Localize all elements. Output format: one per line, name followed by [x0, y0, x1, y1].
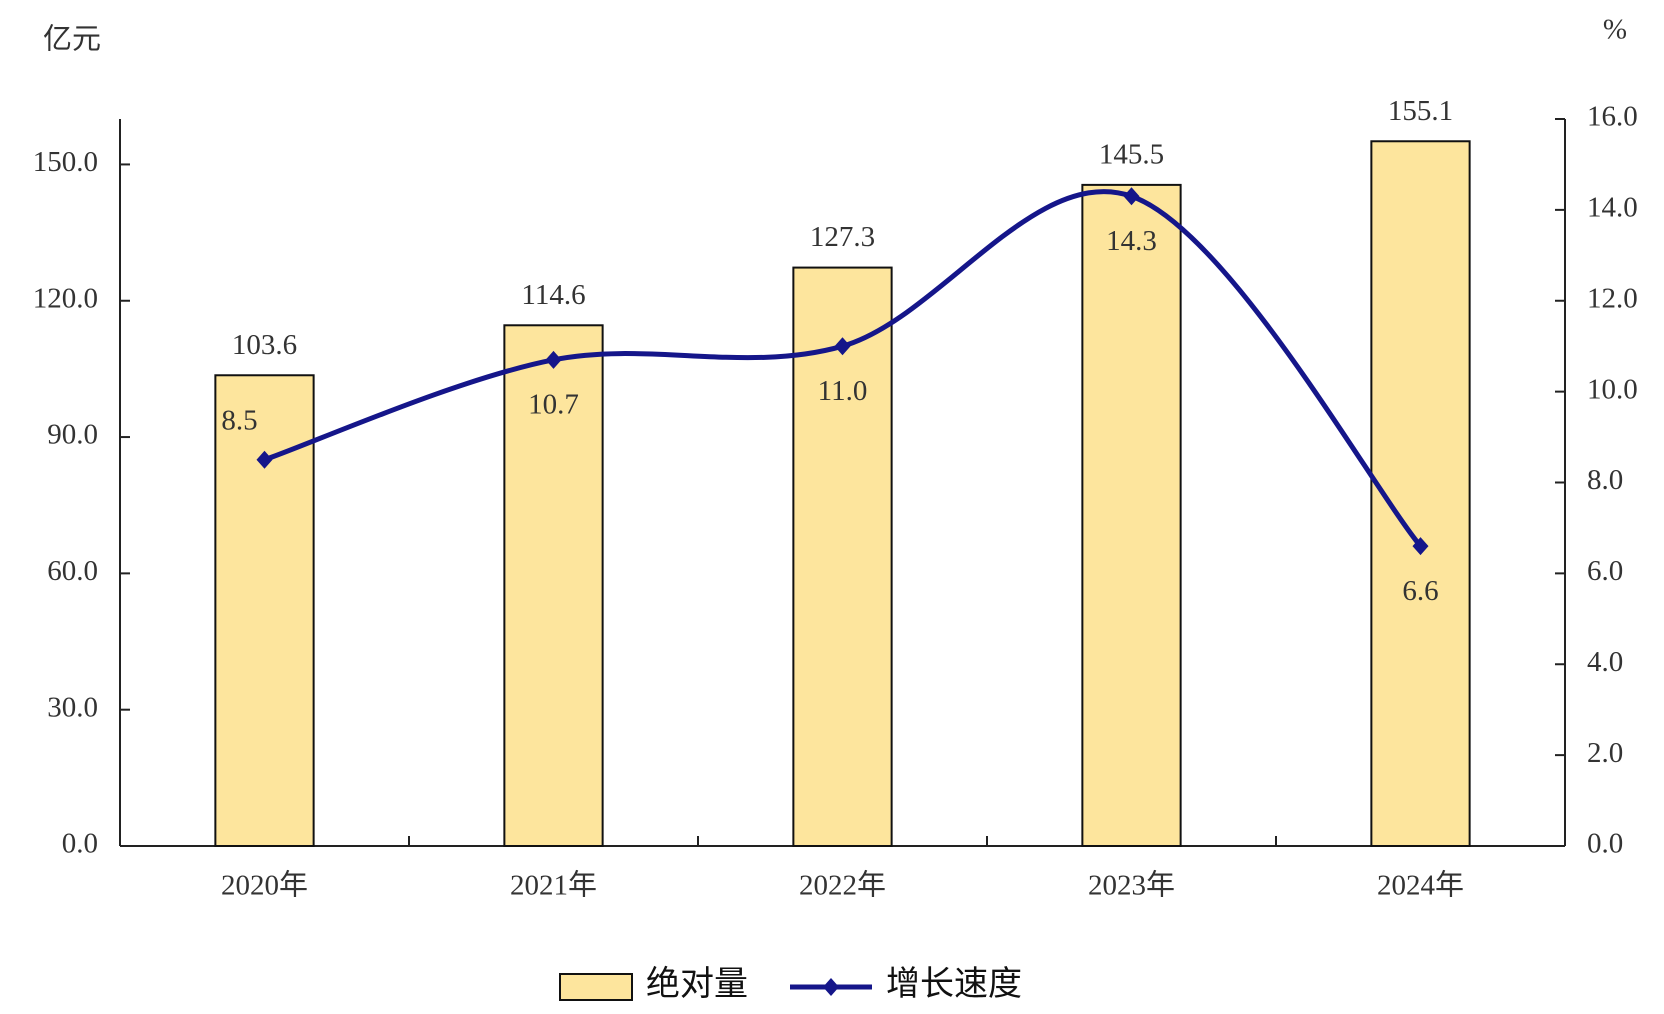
line: [263, 189, 1423, 548]
line-marker: [256, 450, 273, 469]
legend-label: 绝对量: [646, 965, 748, 1003]
x-tick-label: 2021年: [510, 869, 597, 902]
legend-label: 增长速度: [886, 965, 1022, 1003]
bar: [792, 266, 893, 847]
y-tick-label: 120.0: [33, 282, 98, 314]
bar-label: 114.6: [521, 279, 585, 311]
line-label: 6.6: [1402, 575, 1438, 607]
line-label: 11.0: [818, 375, 868, 407]
y2-tick-label: 0.0: [1587, 828, 1623, 860]
bar-label: 103.6: [232, 329, 297, 361]
y-unit: 亿元: [43, 23, 101, 56]
y-tick-label: 0.0: [62, 828, 98, 860]
legend-swatch: [559, 973, 633, 1001]
y2-tick-label: 14.0: [1587, 192, 1638, 224]
x-tick-label: 2023年: [1088, 869, 1175, 902]
y2-tick-label: 12.0: [1587, 282, 1638, 314]
bar-label: 127.3: [810, 221, 875, 253]
x-tick-label: 2022年: [799, 869, 886, 902]
y-tick-label: 30.0: [47, 691, 98, 723]
bar: [1370, 140, 1471, 847]
line-label: 10.7: [528, 388, 579, 420]
y2-tick-label: 8.0: [1587, 464, 1623, 496]
line-marker: [834, 337, 851, 356]
bar-label: 145.5: [1099, 139, 1164, 171]
x-tick-label: 2024年: [1377, 869, 1464, 902]
legend-marker: [823, 978, 839, 996]
y2-tick-label: 16.0: [1587, 101, 1638, 133]
y2-tick-label: 2.0: [1587, 737, 1623, 769]
x-tick-label: 2020年: [221, 869, 308, 902]
line-marker: [545, 350, 562, 369]
bar-label: 155.1: [1388, 95, 1453, 127]
y-tick-label: 150.0: [33, 146, 98, 178]
bar: [1081, 183, 1182, 847]
y2-tick-label: 4.0: [1587, 646, 1623, 678]
y-tick-label: 90.0: [47, 419, 98, 451]
bar: [503, 324, 604, 847]
y2-tick-label: 10.0: [1587, 373, 1638, 405]
line-label: 8.5: [221, 404, 257, 436]
line-label: 14.3: [1106, 225, 1157, 257]
y2-unit: %: [1603, 14, 1627, 46]
y2-tick-label: 6.0: [1587, 555, 1623, 587]
y-tick-label: 60.0: [47, 555, 98, 587]
line-marker: [1123, 187, 1140, 206]
line-marker: [1412, 537, 1429, 556]
